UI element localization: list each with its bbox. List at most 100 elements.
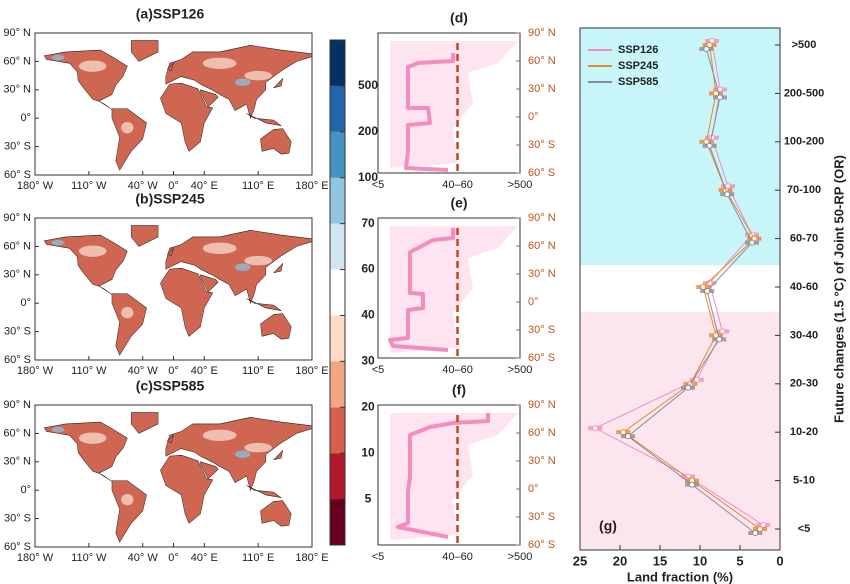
- point: [592, 425, 599, 432]
- profile-line: [404, 53, 455, 172]
- colorbar-bin: [330, 131, 345, 178]
- lon-tick-label: 40° W: [128, 180, 159, 192]
- profile-lat-label: 60° N: [528, 55, 556, 67]
- map-title: (a)SSP126: [136, 6, 205, 22]
- profile-lat-label: 0°: [528, 111, 539, 123]
- profile-lat-label: 0°: [528, 296, 539, 308]
- map-title: (b)SSP245: [135, 191, 204, 207]
- x-tick-label: 5: [736, 553, 743, 568]
- x-tick-label: 20: [613, 553, 627, 568]
- colorbar-label: 60: [361, 262, 375, 276]
- profile-lat-label: 30° N: [528, 268, 556, 280]
- g-bands: [579, 27, 781, 551]
- point: [689, 481, 695, 488]
- map: [43, 225, 312, 356]
- point: [717, 94, 723, 101]
- y-tick-label: 60-70: [790, 233, 818, 245]
- lat-tick-label: 0°: [20, 484, 31, 496]
- lat-tick-label: 90° N: [3, 212, 31, 224]
- lat-tick-label: 30° S: [4, 326, 31, 338]
- colorbar-bin: [330, 315, 345, 362]
- colorbar-label: 20: [361, 399, 375, 413]
- panel-title: (g): [599, 518, 617, 534]
- lat-tick-label: 30° N: [3, 456, 31, 468]
- profile-x-label: >500: [508, 364, 533, 376]
- lat-tick-label: 30° N: [3, 269, 31, 281]
- colorbar-bin: [330, 407, 345, 454]
- lon-tick-label: 110° W: [71, 552, 107, 564]
- y-tick-label: 70-100: [787, 184, 821, 196]
- lon-tick-label: 110° W: [71, 365, 107, 377]
- point: [713, 90, 719, 97]
- profile-lat-label: 30° S: [528, 139, 555, 151]
- colorbar-label: 5: [365, 491, 372, 505]
- point: [724, 191, 731, 198]
- lat-tick-label: 30° S: [4, 513, 31, 525]
- lon-tick-label: 180° E: [295, 552, 328, 564]
- point: [716, 336, 723, 343]
- profile-x-label: >500: [508, 179, 533, 191]
- profile-lat-label: 90° N: [528, 27, 556, 39]
- colorbar-label: 40: [361, 308, 375, 322]
- y-tick-label: 20-30: [790, 378, 818, 390]
- profile-spread: [390, 413, 518, 540]
- profile-x-label: <5: [372, 179, 385, 191]
- lon-tick-label: 110° E: [242, 552, 274, 564]
- profile-panel: (e) <5 40–60 >500 90° N 60° N 30° N 0° 30° S 60° …: [372, 195, 556, 376]
- lon-tick-label: 40° E: [191, 180, 218, 192]
- point: [685, 384, 691, 391]
- colorbar-bin: [330, 40, 345, 86]
- profile-title: (d): [450, 10, 468, 26]
- legend-label: SSP585: [618, 76, 658, 88]
- point: [620, 429, 627, 436]
- colorbar-bin: [330, 223, 345, 270]
- point: [757, 526, 763, 532]
- profile-line: [396, 413, 490, 539]
- colorbar-label: 200: [358, 124, 378, 138]
- point: [703, 46, 710, 52]
- colorbar-label: 500: [358, 78, 378, 92]
- profile-lat-label: 30° N: [528, 455, 556, 467]
- profile-panel: (d) <5 40–60 >500 90° N 60° N 30° N 0° 30° S 60° …: [372, 10, 556, 191]
- y-tick-label: 40-60: [790, 281, 818, 293]
- profile-lat-label: 30° S: [528, 324, 555, 336]
- map: [43, 412, 312, 543]
- lon-tick-label: 40° W: [128, 552, 159, 564]
- y-tick-label: 30-40: [790, 329, 818, 341]
- lat-tick-label: 60° N: [3, 240, 31, 252]
- x-tick-label: 15: [653, 553, 667, 568]
- colorbar-bin: [330, 177, 345, 224]
- colorbar-bin: [330, 269, 345, 316]
- lon-tick-label: 180° W: [17, 552, 54, 564]
- lat-tick-label: 60° S: [4, 541, 31, 553]
- colorbar-label: 100: [358, 170, 378, 184]
- profile-lat-label: 90° N: [528, 399, 556, 411]
- x-axis-label: Land fraction (%): [627, 569, 733, 584]
- profile-x-label: 40–60: [442, 364, 473, 376]
- legend-label: SSP245: [618, 60, 658, 72]
- point: [706, 142, 713, 149]
- lat-tick-label: 30° S: [4, 141, 31, 153]
- x-tick-label: 25: [573, 553, 587, 568]
- colorbar-label: 30: [361, 354, 375, 368]
- point: [704, 288, 711, 294]
- colorbar-label: 10: [361, 445, 375, 459]
- lon-tick-label: 110° E: [242, 180, 274, 192]
- lon-tick-label: 0°: [168, 180, 179, 192]
- y-tick-label: 10-20: [790, 426, 818, 438]
- x-tick-label: 0: [776, 553, 783, 568]
- profile-lat-label: 0°: [528, 483, 539, 495]
- profile-lat-label: 30° N: [528, 83, 556, 95]
- lat-tick-label: 60° N: [3, 55, 31, 67]
- plot-frame: [579, 27, 781, 551]
- band: [580, 312, 780, 550]
- lat-tick-label: 90° N: [3, 399, 31, 411]
- map-panels: [34, 32, 313, 548]
- profile-x-label: 40–60: [442, 179, 473, 191]
- lat-tick-label: 90° N: [3, 27, 31, 39]
- y-tick-label: 200-500: [784, 87, 824, 99]
- point: [749, 239, 755, 246]
- profile-lat-label: 90° N: [528, 212, 556, 224]
- profile-spread: [390, 226, 518, 353]
